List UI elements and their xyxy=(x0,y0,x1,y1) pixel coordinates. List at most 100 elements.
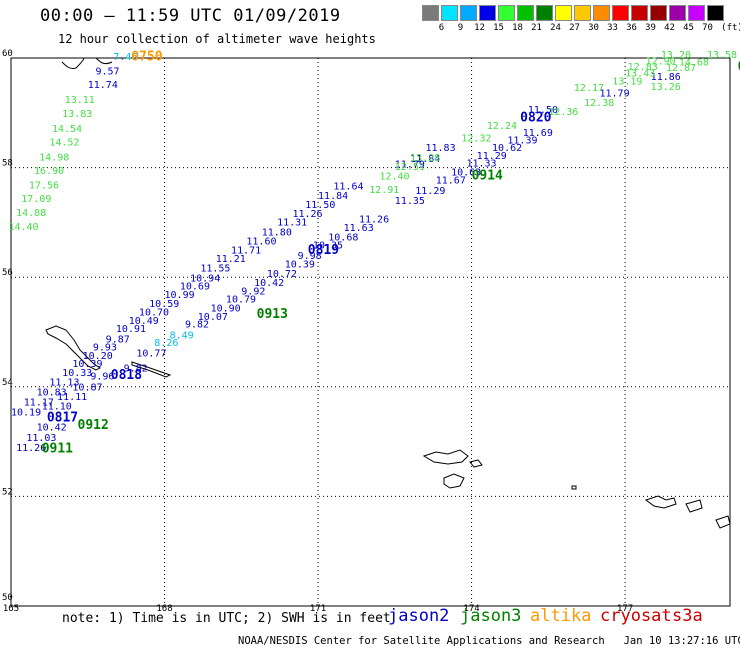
wave-height-label: 12.38 xyxy=(584,98,614,109)
wave-height-label: 11.35 xyxy=(395,196,425,207)
legend-swatch xyxy=(650,5,667,21)
map-gridlines xyxy=(11,58,730,606)
wave-height-label: 9.82 xyxy=(124,363,148,374)
wave-height-label: 10.49 xyxy=(129,316,159,327)
wave-height-label: 12.90 xyxy=(646,57,676,68)
wave-height-label: 10.19 xyxy=(11,407,41,418)
legend-swatch xyxy=(669,5,686,21)
wave-height-label: 11.84 xyxy=(410,154,440,165)
rat-islands xyxy=(644,495,677,509)
kamchatka-coast xyxy=(95,57,113,65)
wave-height-label: 12.83 xyxy=(628,62,658,73)
wave-height-label: 10.90 xyxy=(211,304,241,315)
map-border xyxy=(10,57,731,607)
wave-height-label: 12.32 xyxy=(461,133,491,144)
pass-time-label: 0911 xyxy=(42,442,73,457)
axis-tick-labels: 165 168 171 174 177 60 58 56 54 52 50 xyxy=(2,49,633,614)
wave-height-label: 11.13 xyxy=(49,378,79,389)
wave-height-label: 11.64 xyxy=(333,182,363,193)
wave-height-label: 9.87 xyxy=(106,334,130,345)
wave-height-label: 10.35 xyxy=(313,241,343,252)
wave-height-label: 11.50 xyxy=(305,200,335,211)
wave-height-label: 11.79 xyxy=(600,88,630,99)
wave-height-label: 10.70 xyxy=(139,308,169,319)
commander-islands-small xyxy=(131,361,172,378)
wave-height-label: 12.87 xyxy=(666,63,696,74)
wave-height-label: 11.29 xyxy=(415,186,445,197)
wave-height-label: 10.99 xyxy=(165,290,195,301)
wave-height-label: 8.26 xyxy=(154,338,178,349)
wave-height-label: 12.40 xyxy=(379,172,409,183)
lat-tick-label: 50 xyxy=(2,593,13,603)
wave-height-label: 10.79 xyxy=(226,294,256,305)
wave-height-label: 9.93 xyxy=(93,343,117,354)
lat-tick-label: 54 xyxy=(2,378,13,388)
wave-height-label: 10.33 xyxy=(62,368,92,379)
legend-swatch xyxy=(517,5,534,21)
wave-height-label: 10.72 xyxy=(267,269,297,280)
legend-swatch xyxy=(479,5,496,21)
wave-height-label: 11.39 xyxy=(507,135,537,146)
wave-height-label: 11.33 xyxy=(466,159,496,170)
legend-swatch xyxy=(441,5,458,21)
legend-swatch xyxy=(631,5,648,21)
wave-height-label: 11.71 xyxy=(231,246,261,257)
legend-label: 45 xyxy=(683,23,694,33)
pass-time-label: 0914 xyxy=(472,169,503,184)
lon-tick-label: 177 xyxy=(617,604,633,614)
satellite-cryosat: cryosat xyxy=(600,606,672,626)
wave-height-label: 13.28 xyxy=(410,153,440,164)
wave-height-label: 9.92 xyxy=(241,287,265,298)
wave-height-label: 10.77 xyxy=(136,349,166,360)
pass-time-label: 091 xyxy=(738,60,740,75)
wave-height-label: 11.80 xyxy=(262,228,292,239)
wave-height-label: 9.57 xyxy=(95,66,119,77)
wave-height-label: 10.07 xyxy=(198,312,228,323)
legend-label: 39 xyxy=(645,23,656,33)
legend-label: 36 xyxy=(626,23,637,33)
legend-label: 6 xyxy=(438,23,445,33)
wave-height-label: 10.59 xyxy=(149,299,179,310)
wave-height-label: 10.91 xyxy=(116,324,146,335)
wave-height-label: 11.50 xyxy=(528,105,558,116)
map-subtitle: 12 hour collection of altimeter wave hei… xyxy=(58,32,376,46)
legend-swatch xyxy=(688,5,705,21)
legend-label: 27 xyxy=(569,23,580,33)
wave-height-label: 10.42 xyxy=(254,278,284,289)
wave-height-label: 9.96 xyxy=(90,372,114,383)
wave-height-label: 13.58 xyxy=(707,50,737,61)
wave-height-label: 13.19 xyxy=(612,76,642,87)
wave-height-label: 12.51 xyxy=(395,162,425,173)
kamchatka-coast xyxy=(61,57,85,69)
map-frame xyxy=(10,57,731,607)
wave-height-label: 11.31 xyxy=(277,218,307,229)
legend-swatch xyxy=(593,5,610,21)
wave-height-label: 14.68 xyxy=(679,58,709,69)
wave-height-label: 10.39 xyxy=(285,259,315,270)
legend-label: 33 xyxy=(607,23,618,33)
legend-label: 42 xyxy=(664,23,675,33)
wave-height-label: 10.68 xyxy=(328,232,358,243)
wave-height-label: 17.09 xyxy=(21,194,51,205)
legend-swatch xyxy=(422,5,439,21)
wave-height-label: 13.83 xyxy=(62,109,92,120)
wave-height-label: 13.26 xyxy=(651,82,681,93)
wave-height-label: 10.94 xyxy=(190,274,220,285)
wave-height-label: 14.54 xyxy=(52,124,82,135)
wave-height-label: 14.88 xyxy=(16,208,46,219)
wave-height-label: 12.24 xyxy=(487,121,517,132)
pass-time-label: 0820 xyxy=(520,111,551,126)
legend-label: 70 xyxy=(702,23,713,33)
near-islands xyxy=(422,449,469,465)
lat-tick-label: 60 xyxy=(2,49,13,59)
wave-height-label: 10.39 xyxy=(72,359,102,370)
pass-time-label: 0750 xyxy=(131,50,162,65)
wave-height-label: 10.63 xyxy=(451,167,481,178)
agattu-island xyxy=(443,473,465,489)
legend-label: 15 xyxy=(493,23,504,33)
footer-credit: NOAA/NESDIS Center for Satellite Applica… xyxy=(238,635,740,647)
legend-swatch xyxy=(555,5,572,21)
pass-time-label: 0819 xyxy=(308,243,339,258)
wave-height-label: 8.49 xyxy=(170,331,194,342)
wave-height-label: 12.91 xyxy=(369,185,399,196)
